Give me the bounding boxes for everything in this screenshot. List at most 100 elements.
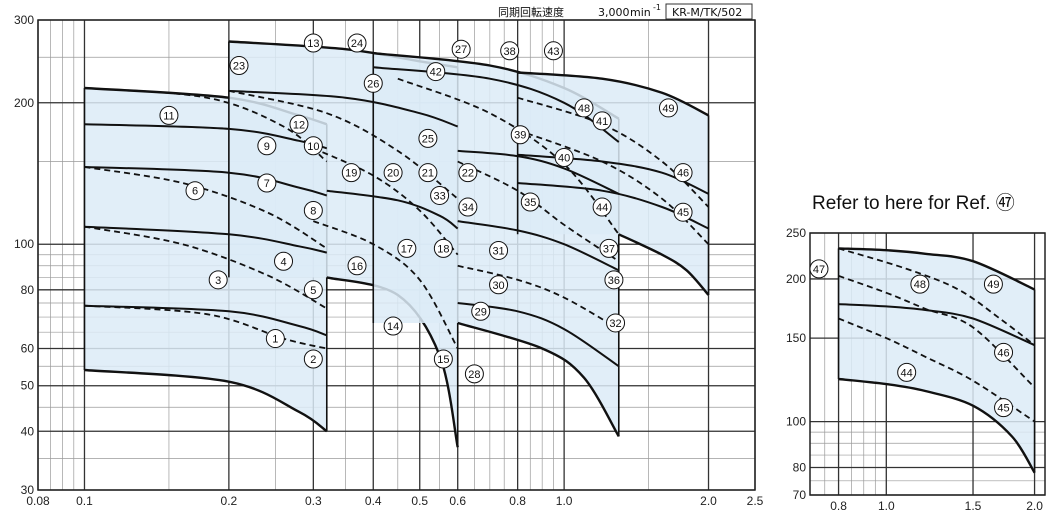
model-label-number: 1 — [272, 334, 278, 346]
model-label-circle — [897, 362, 917, 382]
model-label: 31 — [489, 240, 509, 260]
model-label-circle — [397, 238, 417, 258]
main-chart: 0.08 0.1 0.2 0.3 0.4 0.5 0.6 0.8 1.0 2.0 2.5 30 40 50… — [14, 13, 764, 508]
model-label-number: 44 — [901, 367, 913, 379]
model-label: 32 — [606, 313, 626, 333]
model-label-circle — [303, 200, 323, 220]
region-top-curve — [517, 71, 710, 117]
model-label-number: 37 — [603, 243, 615, 255]
performance-curve — [457, 149, 620, 195]
model-label-circle — [303, 136, 323, 156]
y-tick-label: 40 — [21, 424, 35, 438]
ref-note: Refer to here for Ref. ㊼ — [812, 192, 1015, 214]
model-label-number: 31 — [492, 245, 504, 257]
model-label: 17 — [397, 238, 417, 258]
model-label: 2 — [303, 349, 323, 369]
model-label-circle — [185, 181, 205, 201]
y-tick-label: 60 — [21, 342, 35, 356]
x-tick-label: 0.5 — [411, 494, 428, 508]
model-label: 5 — [303, 280, 323, 300]
y-tick-label: 80 — [793, 461, 807, 475]
model-label-circle — [500, 41, 520, 61]
y-tick-label: 70 — [793, 488, 807, 502]
model-label-circle — [418, 128, 438, 148]
model-label-number: 48 — [914, 279, 926, 291]
model-label: 13 — [303, 33, 323, 53]
performance-curve — [517, 153, 709, 195]
model-label-circle — [451, 39, 471, 59]
performance-curve — [84, 225, 328, 254]
model-label-number: 21 — [422, 168, 434, 180]
model-label-number: 46 — [997, 347, 1009, 359]
model-label-number: 3 — [215, 275, 221, 287]
model-label-circle — [510, 125, 530, 145]
model-label-circle — [383, 316, 403, 336]
model-label: 20 — [383, 163, 403, 183]
y-tick-label: 100 — [14, 237, 34, 251]
model-label: 22 — [458, 163, 478, 183]
coverage-region — [838, 248, 1035, 473]
performance-curve — [326, 189, 459, 230]
model-label-number: 5 — [310, 285, 316, 297]
x-tick-label: 0.08 — [26, 494, 50, 508]
model-label: 42 — [426, 62, 446, 82]
model-label-circle — [418, 163, 438, 183]
model-label-number: 29 — [475, 306, 487, 318]
model-label: 4 — [274, 251, 294, 271]
model-label-circle — [458, 163, 478, 183]
model-label-circle — [265, 329, 285, 349]
model-label: 29 — [471, 301, 491, 321]
performance-curve-dashed — [312, 220, 459, 349]
model-label-number: 9 — [264, 141, 270, 153]
region-bottom-curve — [84, 368, 328, 433]
model-label: 37 — [599, 238, 619, 258]
x-tick-label: 1.0 — [556, 494, 573, 508]
plot-frame — [37, 19, 756, 491]
model-label-number: 20 — [387, 168, 399, 180]
model-label-circle — [673, 163, 693, 183]
model-label-number: 18 — [437, 243, 449, 255]
model-label-circle — [257, 136, 277, 156]
model-label-number: 32 — [609, 318, 621, 330]
performance-curve-dashed — [838, 247, 1036, 346]
model-label: 49 — [983, 274, 1003, 294]
model-label-number: 7 — [264, 178, 270, 190]
region-top-curve — [838, 247, 1036, 291]
y-tick-label: 200 — [786, 272, 806, 286]
model-box — [665, 3, 753, 20]
x-tick-label: 2.0 — [1026, 499, 1043, 513]
model-label-circle — [599, 238, 619, 258]
model-label-number: 10 — [307, 141, 319, 153]
performance-curve-dashed — [84, 166, 328, 250]
model-label-number: 16 — [351, 261, 363, 273]
performance-curve-dashed — [838, 317, 1036, 423]
model-label: 9 — [257, 136, 277, 156]
model-label-number: 2 — [310, 354, 316, 366]
model-label-number: 11 — [163, 110, 174, 122]
model-label: 23 — [229, 56, 249, 76]
model-label-number: 39 — [514, 130, 526, 142]
y-tick-label: 100 — [786, 415, 806, 429]
model-label-circle — [433, 238, 453, 258]
model-label-circle — [347, 33, 367, 53]
model-label-number: 25 — [422, 133, 434, 145]
model-label: 38 — [500, 41, 520, 61]
y-tick-label: 250 — [786, 226, 806, 240]
model-label-circle — [303, 280, 323, 300]
model-label-number: 4 — [280, 256, 286, 268]
model-label-circle — [274, 251, 294, 271]
model-label: 35 — [520, 192, 540, 212]
model-label-circle — [426, 62, 446, 82]
speed-unit: min — [630, 6, 651, 19]
model-label: 3 — [208, 270, 228, 290]
y-tick-label: 200 — [14, 96, 34, 110]
x-tick-label: 0.6 — [449, 494, 466, 508]
performance-curve-dashed — [517, 129, 710, 245]
model-label-circle — [910, 274, 930, 294]
model-label: 39 — [510, 125, 530, 145]
model-label-circle — [208, 270, 228, 290]
model-label: 48 — [910, 274, 930, 294]
model-label-circle — [257, 173, 277, 193]
model-label-number: 8 — [310, 205, 316, 217]
